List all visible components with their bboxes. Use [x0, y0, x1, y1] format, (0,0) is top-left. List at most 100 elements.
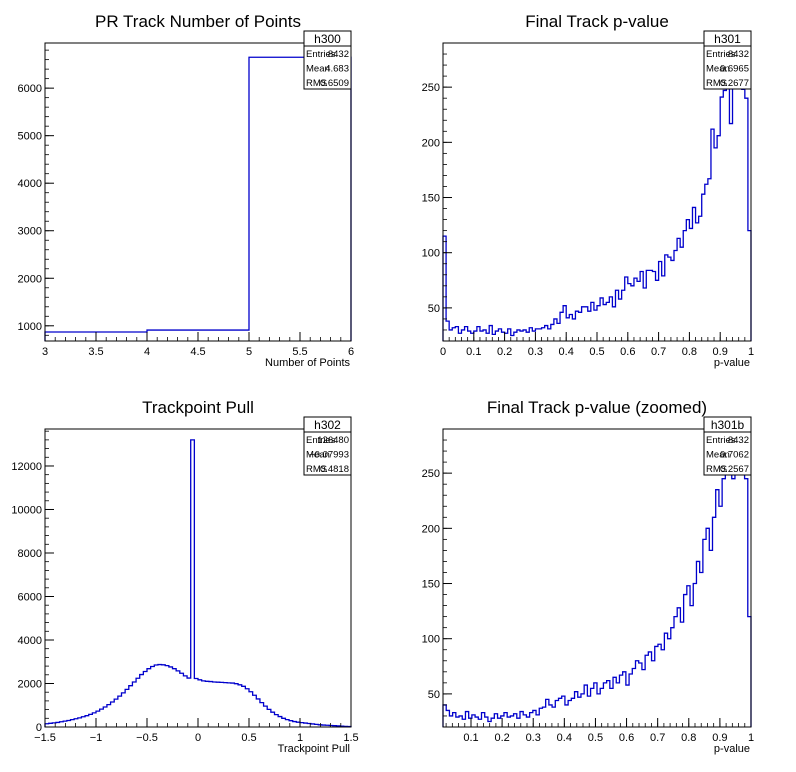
stats-box-frame: [303, 416, 352, 476]
x-tick-label: 0.8: [682, 346, 697, 358]
y-tick-label: 4000: [18, 178, 42, 190]
stats-label: Mean: [706, 64, 730, 75]
x-tick-label: 1.5: [343, 732, 358, 744]
y-tick-label: 150: [422, 579, 440, 591]
x-tick-label: 0.5: [589, 346, 604, 358]
x-tick-label: 5: [246, 346, 252, 358]
histogram-line: [44, 439, 352, 728]
y-tick-label: 2000: [18, 678, 42, 690]
y-tick-label: 200: [422, 137, 440, 149]
y-tick-label: 250: [422, 468, 440, 480]
x-tick-label: 0.3: [528, 346, 543, 358]
stats-histogram-name: h302: [314, 418, 341, 432]
x-tick-label: 1: [748, 732, 754, 744]
x-axis-label: Trackpoint Pull: [278, 743, 350, 755]
stats-label: RMS: [306, 464, 327, 475]
stats-value: 0.2677: [720, 78, 749, 89]
x-tick-label: 0.3: [526, 732, 541, 744]
x-tick-label: 0.4: [557, 732, 572, 744]
y-tick-label: 10000: [11, 504, 42, 516]
histogram-line: [442, 42, 752, 341]
x-tick-label: 1: [748, 346, 754, 358]
stats-label: Mean: [306, 64, 330, 75]
y-tick-label: 1000: [18, 321, 42, 333]
x-tick-label: 3.5: [88, 346, 103, 358]
y-tick-label: 50: [428, 689, 440, 701]
x-tick-label: 0.2: [494, 732, 509, 744]
x-axis-label: Number of Points: [265, 357, 350, 369]
x-tick-label: 0.4: [559, 346, 574, 358]
stats-label: RMS: [306, 78, 327, 89]
y-tick-label: 4000: [18, 635, 42, 647]
x-tick-label: 5.5: [292, 346, 307, 358]
x-tick-label: 0.6: [620, 346, 635, 358]
x-tick-label: 0.7: [651, 346, 666, 358]
y-tick-label: 6000: [18, 591, 42, 603]
x-tick-label: 0.7: [650, 732, 665, 744]
x-tick-label: 0.2: [497, 346, 512, 358]
x-tick-label: 4.5: [190, 346, 205, 358]
chart-title: Final Track p-value (zoomed): [487, 398, 707, 417]
x-tick-label: 0.1: [463, 732, 478, 744]
chart-title: Trackpoint Pull: [142, 398, 254, 417]
x-tick-label: 0.9: [713, 346, 728, 358]
stats-value: 4.683: [325, 64, 349, 75]
y-tick-label: 150: [422, 193, 440, 205]
x-axis-label: p-value: [714, 743, 750, 755]
stats-value: 0.2567: [720, 464, 749, 475]
x-tick-label: 0.6: [619, 732, 634, 744]
stats-value: 8432: [328, 49, 349, 60]
panel-h300: PR Track Number of Points 3 3.5 4 4.5 5 5.5 6 10…: [18, 12, 355, 369]
stats-value: 0.6965: [720, 64, 749, 75]
stats-value: 0.4818: [320, 464, 349, 475]
stats-label: Entries: [306, 49, 336, 60]
histogram-line: [442, 428, 752, 727]
stats-label: Mean: [306, 450, 330, 461]
y-tick-label: 3000: [18, 226, 42, 238]
y-tick-label: 8000: [18, 548, 42, 560]
x-tick-label: 0.1: [466, 346, 481, 358]
y-tick-label: 12000: [11, 461, 42, 473]
panel-h301: Final Track p-value 0 0.1 0.2 0.3 0.4 0.5 0.6 0.…: [422, 12, 754, 369]
stats-value: 8432: [728, 435, 749, 446]
stats-label: RMS: [706, 78, 727, 89]
y-tick-label: 250: [422, 82, 440, 94]
chart-title: PR Track Number of Points: [95, 12, 301, 31]
y-tick-label: 6000: [18, 83, 42, 95]
x-tick-label: 0.8: [681, 732, 696, 744]
stats-box-frame: [703, 30, 752, 90]
y-tick-label: 100: [422, 634, 440, 646]
stats-box-frame: [703, 416, 752, 476]
x-tick-label: 6: [348, 346, 354, 358]
stats-value: 8432: [728, 49, 749, 60]
x-tick-label: 4: [144, 346, 150, 358]
stats-value: 0.6509: [320, 78, 349, 89]
stats-label: Mean: [706, 450, 730, 461]
stats-box-frame: [303, 30, 352, 90]
plot-frame: [442, 428, 752, 728]
stats-value: −0.07993: [309, 450, 349, 461]
stats-value: 126480: [317, 435, 349, 446]
x-tick-label: 1: [297, 732, 303, 744]
stats-label: RMS: [706, 464, 727, 475]
x-tick-label: 0.5: [241, 732, 256, 744]
stats-histogram-name: h301b: [711, 418, 745, 432]
y-tick-label: 50: [428, 303, 440, 315]
panel-h302: Trackpoint Pull −1.5 −1 −0.5 0 0.5 1 1.5 0 2000 40…: [11, 398, 358, 755]
x-axis-label: p-value: [714, 357, 750, 369]
x-tick-label: 0: [195, 732, 201, 744]
x-tick-label: 0: [440, 346, 446, 358]
y-tick-label: 2000: [18, 273, 42, 285]
stats-histogram-name: h300: [314, 32, 341, 46]
x-tick-label: −1: [90, 732, 103, 744]
x-tick-label: −0.5: [136, 732, 158, 744]
stats-label: Entries: [706, 435, 736, 446]
panel-h301b: Final Track p-value (zoomed) 0.1 0.2 0.3 0.4…: [422, 398, 754, 755]
y-tick-label: 5000: [18, 131, 42, 143]
